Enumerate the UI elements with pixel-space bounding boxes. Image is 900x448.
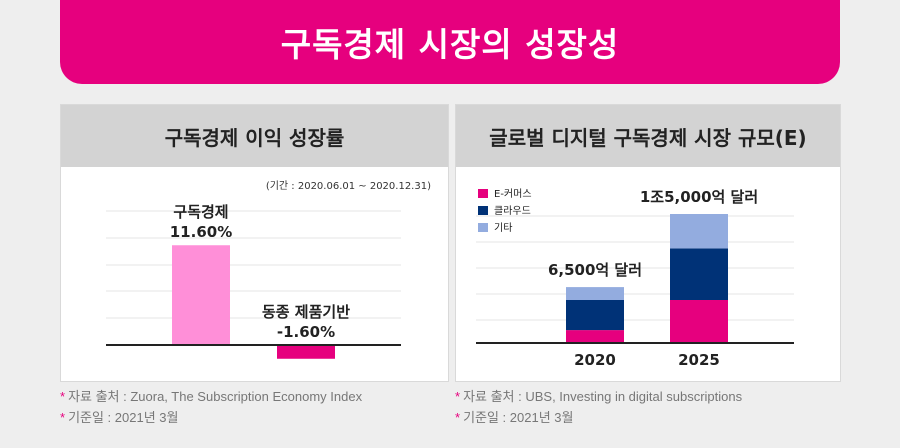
category-label: 구독경제 [173, 203, 228, 221]
bar-product-based [277, 345, 335, 359]
right-panel-title: 글로벌 디지털 구독경제 시장 규모(E) [456, 105, 840, 167]
profit-growth-chart: (기간 : 2020.06.01 ~ 2020.12.31) 구독경제 11.60%… [106, 180, 431, 359]
bar-segment [670, 300, 728, 343]
bar-segment [566, 300, 624, 331]
period-label: (기간 : 2020.06.01 ~ 2020.12.31) [266, 180, 431, 192]
legend-swatch [478, 206, 488, 215]
legend-label: 기타 [494, 222, 512, 234]
right-notes: * 자료 출처 : UBS, Investing in digital subsc… [455, 386, 742, 428]
right-source-note: * 자료 출처 : UBS, Investing in digital subsc… [455, 389, 743, 404]
total-label: 6,500억 달러 [548, 261, 642, 279]
total-label: 1조5,000억 달러 [640, 188, 758, 206]
left-panel: 구독경제 이익 성장률 (기간 : 2020.06.01 ~ 2020.12.3… [60, 104, 449, 382]
legend-swatch [478, 189, 488, 198]
left-notes: * 자료 출처 : Zuora, The Subscription Economy… [60, 386, 362, 428]
bar-segment [670, 248, 728, 300]
banner-title: 구독경제 시장의 성장성 [280, 25, 620, 64]
x-tick-label: 2020 [574, 351, 616, 369]
legend-label: E-커머스 [494, 188, 532, 200]
left-date-note: * 기준일 : 2021년 3월 [60, 410, 179, 425]
bar-segment [566, 287, 624, 300]
right-date-note: * 기준일 : 2021년 3월 [455, 410, 574, 425]
legend-swatch [478, 223, 488, 232]
value-label: -1.60% [277, 323, 335, 341]
category-label: 동종 제품기반 [262, 303, 350, 321]
bar-segment [566, 330, 624, 343]
legend-label: 클라우드 [494, 205, 531, 217]
x-tick-label: 2025 [678, 351, 720, 369]
left-source-note: * 자료 출처 : Zuora, The Subscription Economy… [60, 389, 363, 404]
bar-segment [670, 214, 728, 249]
left-panel-title: 구독경제 이익 성장률 [61, 105, 448, 167]
value-label: 11.60% [170, 223, 232, 241]
title-banner: 구독경제 시장의 성장성 [60, 0, 840, 84]
bar-subscription [172, 245, 230, 345]
